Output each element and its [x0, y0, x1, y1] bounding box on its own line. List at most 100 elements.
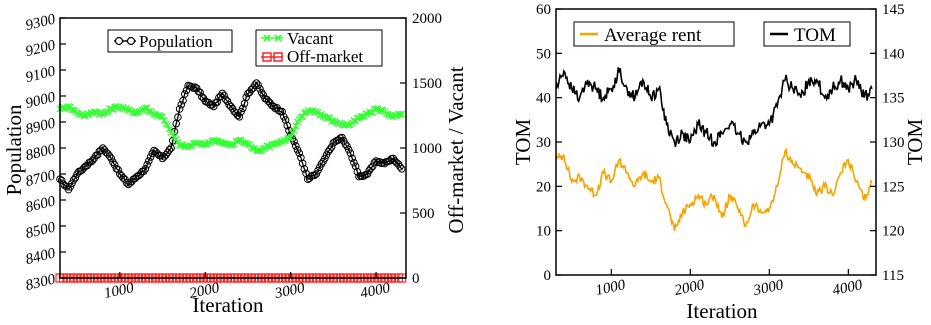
y-tick-label: 8500: [24, 219, 57, 242]
left-series-population-point: [256, 85, 264, 93]
right-x-axis-label: Iteration: [686, 299, 758, 323]
left-series-population-point: [367, 164, 375, 172]
x-tick-label: 4000: [831, 277, 864, 299]
y-tick-label: 9200: [24, 37, 57, 60]
left-series-population-point: [250, 81, 259, 90]
right-y2-axis-label: TOM: [903, 119, 927, 166]
left-series-population-point: [368, 162, 377, 171]
left-series-population-point: [346, 149, 355, 157]
left-series-population-point: [300, 165, 309, 173]
left-series-population-point: [122, 178, 131, 187]
y-tick-label: 40: [536, 91, 551, 107]
left-series-vacant-point: [235, 136, 243, 144]
left-series-population-point: [165, 145, 174, 154]
left-series-vacant-point: [350, 117, 358, 124]
right-ticks: 1000 2000 3000 4000 0 10 20 30 40 50 60 115 120 125 13…: [536, 2, 905, 299]
y2-tick-label: 2000: [412, 11, 442, 27]
left-series-vacant-point: [398, 110, 406, 118]
left-series-population-point: [283, 121, 292, 130]
left-y2-axis-label: Off-market / Vacant: [444, 66, 468, 233]
left-series-vacant-point: [290, 126, 298, 134]
left-series-vacant-point: [285, 134, 293, 142]
left-series-population-point: [196, 88, 204, 97]
y-tick-label: 8600: [24, 193, 57, 216]
left-series-population-point: [221, 95, 230, 104]
y2-tick-label: 135: [882, 91, 905, 107]
y-tick-label: 60: [536, 2, 551, 18]
left-x-axis-label: Iteration: [192, 293, 264, 317]
left-series-population-point: [97, 146, 105, 155]
left-series-population-point: [235, 113, 244, 121]
legend-marker-offmarket: [261, 52, 283, 62]
left-series-population-point: [141, 165, 150, 173]
y2-tick-label: 140: [882, 46, 905, 62]
left-series-population-point: [344, 145, 353, 154]
y2-tick-label: 130: [882, 135, 905, 151]
left-series-vacant-point: [287, 134, 295, 142]
left-series-vacant-point: [382, 110, 390, 118]
left-series-population-point: [281, 116, 290, 124]
left-series-population-point: [254, 81, 263, 89]
left-series-population-point: [112, 164, 121, 173]
left-series-population-point: [327, 143, 336, 151]
left-series-population-point: [107, 154, 116, 163]
left-series-population-point: [397, 165, 406, 173]
left-series-population-point: [114, 166, 122, 174]
left-series-population-point: [295, 149, 304, 157]
left-series-population-point: [220, 91, 228, 100]
legend-label-average-rent: Average rent: [604, 25, 702, 46]
x-tick-label: 2000: [188, 280, 221, 302]
y2-tick-label: 120: [882, 224, 905, 240]
left-series-vacant-point: [263, 142, 271, 150]
left-series-vacant-point: [138, 106, 146, 114]
y-tick-label: 9100: [24, 63, 57, 86]
left-series-population-point: [239, 104, 247, 113]
y2-tick-label: 0: [412, 271, 420, 287]
left-series-vacant-point: [155, 111, 163, 119]
left-series-population-point: [290, 137, 298, 146]
left-series-vacant-point: [159, 113, 166, 121]
x-tick-label: 4000: [359, 280, 392, 302]
left-series-population-point: [57, 176, 66, 185]
y2-tick-label: 115: [882, 268, 904, 284]
legend-label-offmarket: Off-market: [287, 47, 363, 66]
left-series-vacant-point: [273, 139, 281, 147]
left-series-vacant-point: [256, 147, 264, 155]
left-series-population-point: [326, 145, 334, 154]
left-ticks: 1000 2000 3000 4000 8300 8400 8500 8600 8700 8800…: [24, 11, 442, 302]
left-series-vacant-point: [353, 114, 361, 122]
left-series-population-point: [105, 152, 114, 160]
left-series-population-point: [322, 151, 331, 159]
left-series-population-point: [167, 144, 175, 152]
y-tick-label: 8800: [24, 141, 57, 164]
left-series-population-point: [69, 176, 78, 184]
right-plot-frame: [555, 8, 877, 276]
left-series-population-point: [291, 142, 300, 150]
y-tick-label: 30: [536, 135, 551, 151]
left-series-vacant-point: [164, 121, 172, 129]
legend-box-population: [107, 29, 233, 53]
y-tick-label: 8300: [24, 271, 57, 294]
x-tick-label: 3000: [751, 277, 785, 299]
left-series-population-point: [218, 89, 227, 98]
y-tick-label: 8700: [24, 167, 57, 190]
legend-marker-population-2: [126, 36, 136, 46]
legend-label-tom: TOM: [794, 25, 836, 46]
left-series-population-point: [298, 159, 307, 168]
left-series-vacant-point: [150, 110, 158, 118]
left-series-population-point: [297, 153, 305, 162]
left-legend: Population Vacant Off-market: [107, 29, 383, 67]
left-series-vacant-point: [396, 110, 404, 118]
left-series-population-point: [110, 161, 119, 169]
left-series-population-point: [317, 160, 326, 168]
left-series-population-point: [278, 107, 286, 116]
left-series-layer: [55, 79, 407, 283]
left-series-vacant-point: [307, 107, 315, 115]
legend-label-vacant: Vacant: [287, 29, 334, 48]
left-series-population-point: [175, 105, 184, 113]
left-series-population-point: [187, 83, 196, 91]
y-tick-label: 8900: [24, 115, 57, 138]
legend-box-average-rent: [573, 21, 735, 47]
left-series-population-point: [223, 97, 232, 106]
